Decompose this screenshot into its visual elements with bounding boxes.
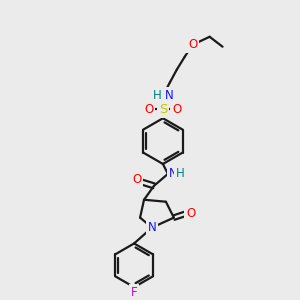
Text: N: N	[165, 89, 174, 102]
Text: O: O	[188, 38, 197, 51]
Text: O: O	[172, 103, 182, 116]
Text: F: F	[131, 286, 137, 299]
Text: H: H	[153, 89, 162, 102]
Text: O: O	[186, 207, 195, 220]
Text: O: O	[144, 103, 154, 116]
Text: O: O	[133, 173, 142, 186]
Text: H: H	[176, 167, 184, 180]
Text: N: N	[169, 167, 178, 180]
Text: S: S	[159, 103, 167, 116]
Text: N: N	[148, 221, 156, 234]
